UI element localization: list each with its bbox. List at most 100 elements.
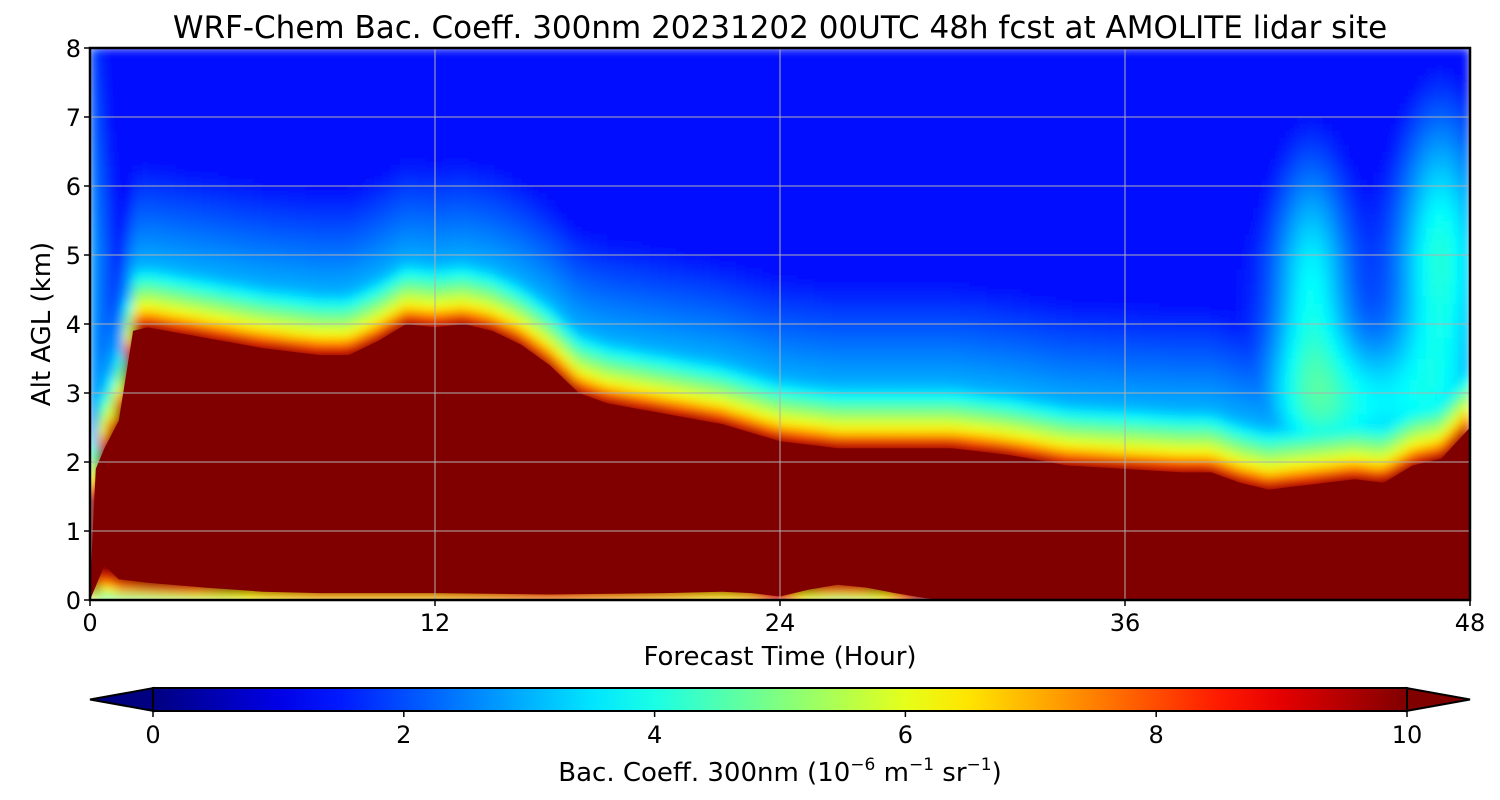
heatmap-cell xyxy=(520,275,531,284)
heatmap-cell xyxy=(339,164,350,173)
heatmap-cell xyxy=(520,302,531,311)
heatmap-cell xyxy=(486,102,496,111)
heatmap-cell xyxy=(184,137,195,146)
heatmap-cell xyxy=(417,282,427,290)
heatmap-cell xyxy=(227,309,238,318)
heatmap-cell xyxy=(339,316,350,325)
heatmap-cell xyxy=(305,282,315,290)
heatmap-cell xyxy=(313,144,324,152)
heatmap-cell xyxy=(356,337,367,346)
heatmap-cell xyxy=(227,130,238,139)
heatmap-cell xyxy=(434,254,445,263)
heatmap-cell xyxy=(563,54,574,63)
heatmap-cell xyxy=(382,185,393,194)
heatmap-cell xyxy=(236,226,246,235)
heatmap-cell xyxy=(486,116,496,125)
heatmap-cell xyxy=(201,48,212,56)
heatmap-cell xyxy=(443,316,453,325)
heatmap-cell xyxy=(615,378,626,387)
heatmap-cell xyxy=(339,88,350,97)
heatmap-cell xyxy=(175,295,186,304)
heatmap-cell xyxy=(339,206,350,215)
heatmap-cell xyxy=(331,185,341,194)
heatmap-cell xyxy=(598,261,609,270)
heatmap-cell xyxy=(365,130,376,139)
heatmap-cell xyxy=(581,206,591,215)
heatmap-cell xyxy=(520,68,531,77)
heatmap-cell xyxy=(434,123,445,132)
heatmap-cell xyxy=(98,440,108,449)
heatmap-cell xyxy=(253,164,264,173)
heatmap-cell xyxy=(572,68,583,77)
heatmap-cell xyxy=(167,164,177,173)
heatmap-cell xyxy=(184,185,195,194)
heatmap-cell xyxy=(193,592,203,600)
heatmap-cell xyxy=(374,144,384,152)
heatmap-cell xyxy=(262,233,272,242)
heatmap-cell xyxy=(477,220,488,228)
heatmap-cell xyxy=(529,289,540,297)
heatmap-cell xyxy=(132,213,143,221)
heatmap-cell xyxy=(124,323,134,332)
heatmap-cell xyxy=(313,330,324,339)
heatmap-cell xyxy=(607,275,617,284)
heatmap-cell xyxy=(607,289,617,297)
heatmap-cell xyxy=(494,275,505,284)
heatmap-cell xyxy=(115,130,126,139)
heatmap-cell xyxy=(451,68,462,77)
heatmap-cell xyxy=(365,592,376,600)
heatmap-cell xyxy=(193,192,203,201)
heatmap-cell xyxy=(115,282,126,290)
heatmap-cell xyxy=(270,309,281,318)
heatmap-cell xyxy=(400,54,410,63)
heatmap-cell xyxy=(296,199,307,208)
heatmap-cell xyxy=(365,261,376,270)
heatmap-cell xyxy=(279,323,289,332)
heatmap-cell xyxy=(236,109,246,118)
heatmap-cell xyxy=(572,54,583,63)
heatmap-cell xyxy=(270,54,281,63)
heatmap-cell xyxy=(210,178,220,187)
heatmap-cell xyxy=(434,144,445,152)
heatmap-cell xyxy=(90,95,100,104)
heatmap-cell xyxy=(486,68,496,77)
heatmap-cell xyxy=(244,226,255,235)
heatmap-cell xyxy=(218,48,229,56)
heatmap-cell xyxy=(279,337,289,346)
heatmap-cell xyxy=(331,144,341,152)
heatmap-cell xyxy=(132,102,143,111)
heatmap-cell xyxy=(141,54,151,63)
heatmap-cell xyxy=(132,151,143,159)
heatmap-cell xyxy=(503,185,514,194)
heatmap-cell xyxy=(374,75,384,83)
heatmap-cell xyxy=(262,88,272,97)
heatmap-cell xyxy=(167,282,177,290)
heatmap-cell xyxy=(253,282,264,290)
heatmap-cell xyxy=(615,364,626,373)
heatmap-cell xyxy=(417,275,427,284)
heatmap-cell xyxy=(339,171,350,180)
heatmap-cell xyxy=(460,68,471,77)
heatmap-cell xyxy=(193,316,203,325)
heatmap-cell xyxy=(244,61,255,70)
heatmap-cell xyxy=(305,206,315,215)
heatmap-cell xyxy=(158,316,169,325)
heatmap-cell xyxy=(425,157,436,166)
heatmap-cell xyxy=(365,316,376,325)
heatmap-cell xyxy=(132,261,143,270)
heatmap-cell xyxy=(408,54,419,63)
heatmap-cell xyxy=(572,192,583,201)
heatmap-cell xyxy=(339,330,350,339)
heatmap-cell xyxy=(382,330,393,339)
heatmap-cell xyxy=(529,282,540,290)
heatmap-cell xyxy=(90,482,100,491)
heatmap-cell xyxy=(486,178,496,187)
heatmap-cell xyxy=(546,220,557,228)
heatmap-cell xyxy=(98,130,108,139)
heatmap-cell xyxy=(313,261,324,270)
heatmap-cell xyxy=(581,302,591,311)
heatmap-cell xyxy=(417,144,427,152)
heatmap-cell xyxy=(296,178,307,187)
heatmap-cell xyxy=(400,268,410,277)
heatmap-cell xyxy=(98,399,108,408)
